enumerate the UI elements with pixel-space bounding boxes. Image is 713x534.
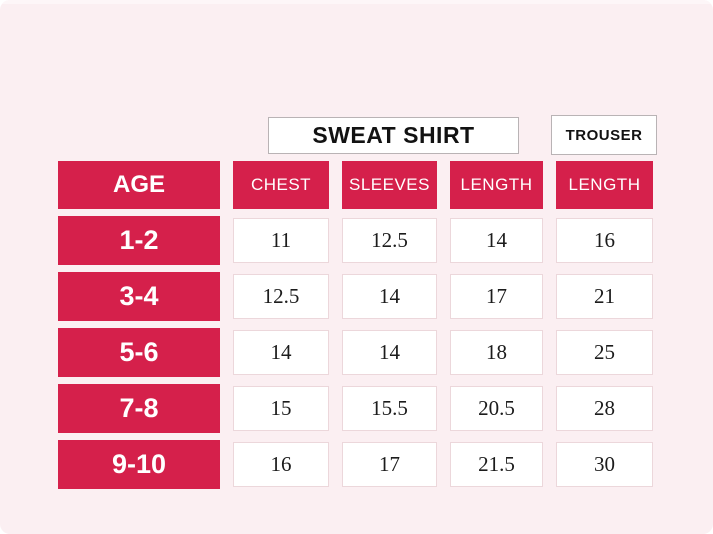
value-cell: 17: [342, 442, 437, 487]
col-header-age: AGE: [58, 161, 220, 209]
value-cell: 12.5: [233, 274, 329, 319]
value-cell: 16: [233, 442, 329, 487]
value-cell: 21: [556, 274, 653, 319]
col-header-trouser-length: LENGTH: [556, 161, 653, 209]
value-cell: 15: [233, 386, 329, 431]
age-cell: 5-6: [58, 328, 220, 377]
value-cell: 18: [450, 330, 543, 375]
value-cell: 14: [233, 330, 329, 375]
age-cell: 9-10: [58, 440, 220, 489]
value-cell: 16: [556, 218, 653, 263]
age-cell: 3-4: [58, 272, 220, 321]
value-cell: 14: [342, 330, 437, 375]
value-cell: 28: [556, 386, 653, 431]
col-header-sleeves: SLEEVES: [342, 161, 437, 209]
group-header-sweatshirt: SWEAT SHIRT: [268, 117, 519, 154]
value-cell: 11: [233, 218, 329, 263]
col-header-length: LENGTH: [450, 161, 543, 209]
size-table: AGE CHEST SLEEVES LENGTH LENGTH 1-2 11 1…: [58, 161, 653, 489]
col-header-chest: CHEST: [233, 161, 329, 209]
value-cell: 25: [556, 330, 653, 375]
value-cell: 30: [556, 442, 653, 487]
value-cell: 20.5: [450, 386, 543, 431]
value-cell: 12.5: [342, 218, 437, 263]
age-cell: 1-2: [58, 216, 220, 265]
group-header-trouser: TROUSER: [551, 115, 657, 155]
value-cell: 14: [450, 218, 543, 263]
value-cell: 14: [342, 274, 437, 319]
age-cell: 7-8: [58, 384, 220, 433]
value-cell: 15.5: [342, 386, 437, 431]
value-cell: 17: [450, 274, 543, 319]
value-cell: 21.5: [450, 442, 543, 487]
